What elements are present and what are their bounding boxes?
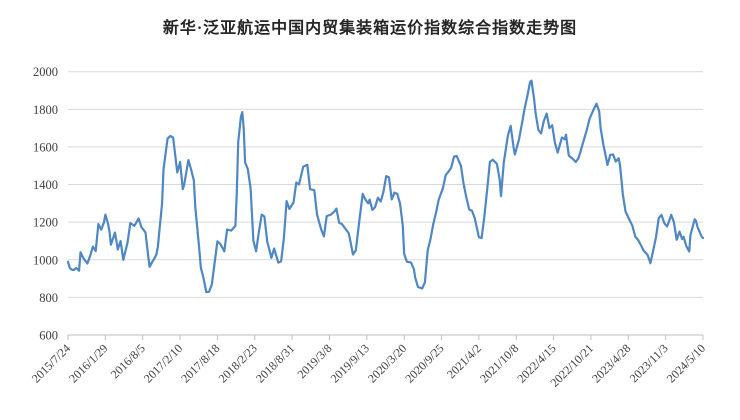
x-axis-tick-label: 2021/10/8 [477, 341, 521, 385]
x-axis-tick-label: 2018/8/31 [253, 341, 297, 385]
y-axis-tick-label: 800 [39, 291, 58, 305]
x-axis-tick-label: 2019/9/13 [328, 341, 372, 385]
x-axis-tick-label: 2023/11/3 [627, 341, 671, 385]
x-axis-tick-label: 2016/1/29 [66, 341, 110, 385]
y-axis-tick-label: 1200 [33, 216, 58, 230]
x-axis-tick-label: 2020/9/25 [402, 341, 446, 385]
y-axis-tick-label: 600 [39, 329, 58, 343]
x-axis-tick-label: 2017/8/18 [178, 341, 222, 385]
x-axis-tick-label: 2017/2/10 [141, 341, 185, 385]
x-axis-tick-label: 2015/7/24 [29, 341, 73, 385]
x-axis-tick-label: 2018/2/23 [216, 341, 260, 385]
x-axis [67, 334, 704, 340]
x-axis-labels: 2015/7/242016/1/292016/8/52017/2/102017/… [29, 341, 708, 390]
y-axis-tick-label: 1000 [33, 253, 58, 267]
y-axis-tick-label: 1600 [33, 140, 58, 154]
y-axis-tick-label: 2000 [33, 65, 58, 79]
y-axis-tick-label: 1800 [33, 103, 58, 117]
x-axis-tick-label: 2024/5/10 [664, 341, 708, 385]
y-axis-tick-label: 1400 [33, 178, 58, 192]
x-axis-tick-label: 2020/3/20 [365, 341, 409, 385]
composite-index-series-line [66, 79, 705, 294]
chart-title: 新华·泛亚航运中国内贸集装箱运价指数综合指数走势图 [162, 20, 578, 37]
y-axis-labels: 600 800 1000 1200 1400 1600 1800 2000 [33, 65, 58, 342]
x-axis-tick-label: 2023/4/28 [589, 341, 633, 385]
